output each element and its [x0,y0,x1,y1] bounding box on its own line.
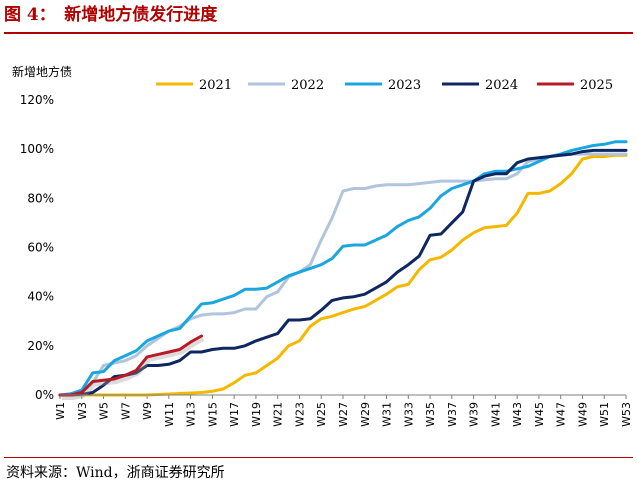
legend-item-2021: 2021 [156,78,232,93]
y-tick-label: 60% [27,241,54,255]
x-tick-label: W19 [250,402,263,427]
legend-item-2023: 2023 [345,78,421,93]
legend-label: 2022 [291,78,324,93]
series-line-2023 [58,140,628,397]
series-2024 [58,148,628,397]
x-tick-label: W47 [555,402,568,427]
title-divider [4,32,633,34]
x-tick-label: W7 [119,402,132,420]
x-tick-label: W1 [54,402,67,420]
legend-label: 2023 [388,78,421,93]
legend-item-2024: 2024 [442,78,518,93]
source-divider [4,457,633,458]
series-2023 [58,140,628,397]
series-2022 [58,152,628,397]
x-tick-label: W51 [598,402,611,427]
series-line-2024 [58,148,628,397]
figure-title: 图 4： 新增地方债发行进度 [4,5,218,25]
legend-item-2025: 2025 [537,78,613,93]
y-tick-label: 40% [27,290,54,304]
x-tick-label: W15 [206,402,219,427]
y-tick-label: 120% [20,93,54,107]
legend-item-2022: 2022 [248,78,324,93]
legend: 2021 2022 2023 2024 2025 [156,78,613,93]
x-tick-label: W27 [337,402,350,427]
series-line-2025 [58,334,203,397]
x-tick-label: W21 [272,402,285,427]
x-tick-label: W31 [381,402,394,427]
legend-label: 2025 [580,78,613,93]
legend-label: 2021 [199,78,232,93]
x-axis-ticks: W1 W3 W5 W7 W9 W11 W13 W15 W17 W19 W21 W23 W25 W27 W29… [54,395,633,427]
x-tick-label: W37 [446,402,459,427]
series-shadow-2025 [62,337,205,400]
x-tick-label: W53 [620,402,633,427]
y-tick-label: 0% [35,388,54,402]
series-layer [58,140,628,400]
x-tick-label: W17 [228,402,241,427]
source-note: 资料来源：Wind，浙商证券研究所 [6,465,225,481]
series-line-2022 [58,152,628,397]
y-tick-label: 100% [20,142,54,156]
x-tick-label: W49 [576,402,589,427]
chart: 新增地方债 2021 2022 2023 2024 2025 0% 20% 40% 60% 80… [12,64,633,427]
x-tick-label: W25 [315,402,328,427]
x-tick-label: W39 [468,402,481,427]
x-tick-label: W5 [98,402,111,420]
x-tick-label: W3 [76,402,89,420]
x-tick-label: W23 [293,402,306,427]
x-tick-label: W35 [424,402,437,427]
series-2025 [58,334,205,400]
x-tick-label: W33 [402,402,415,427]
y-axis-label: 新增地方债 [12,64,72,79]
x-tick-label: W45 [533,402,546,427]
y-tick-label: 80% [27,191,54,205]
y-tick-label: 20% [27,339,54,353]
x-tick-label: W41 [489,402,502,427]
legend-label: 2024 [485,78,518,93]
y-axis-ticks: 0% 20% 40% 60% 80% 100% 120% [20,93,54,402]
x-tick-label: W43 [511,402,524,427]
x-tick-label: W11 [163,402,176,427]
x-tick-label: W9 [141,402,154,420]
x-tick-label: W29 [359,402,372,427]
x-tick-label: W13 [185,402,198,427]
